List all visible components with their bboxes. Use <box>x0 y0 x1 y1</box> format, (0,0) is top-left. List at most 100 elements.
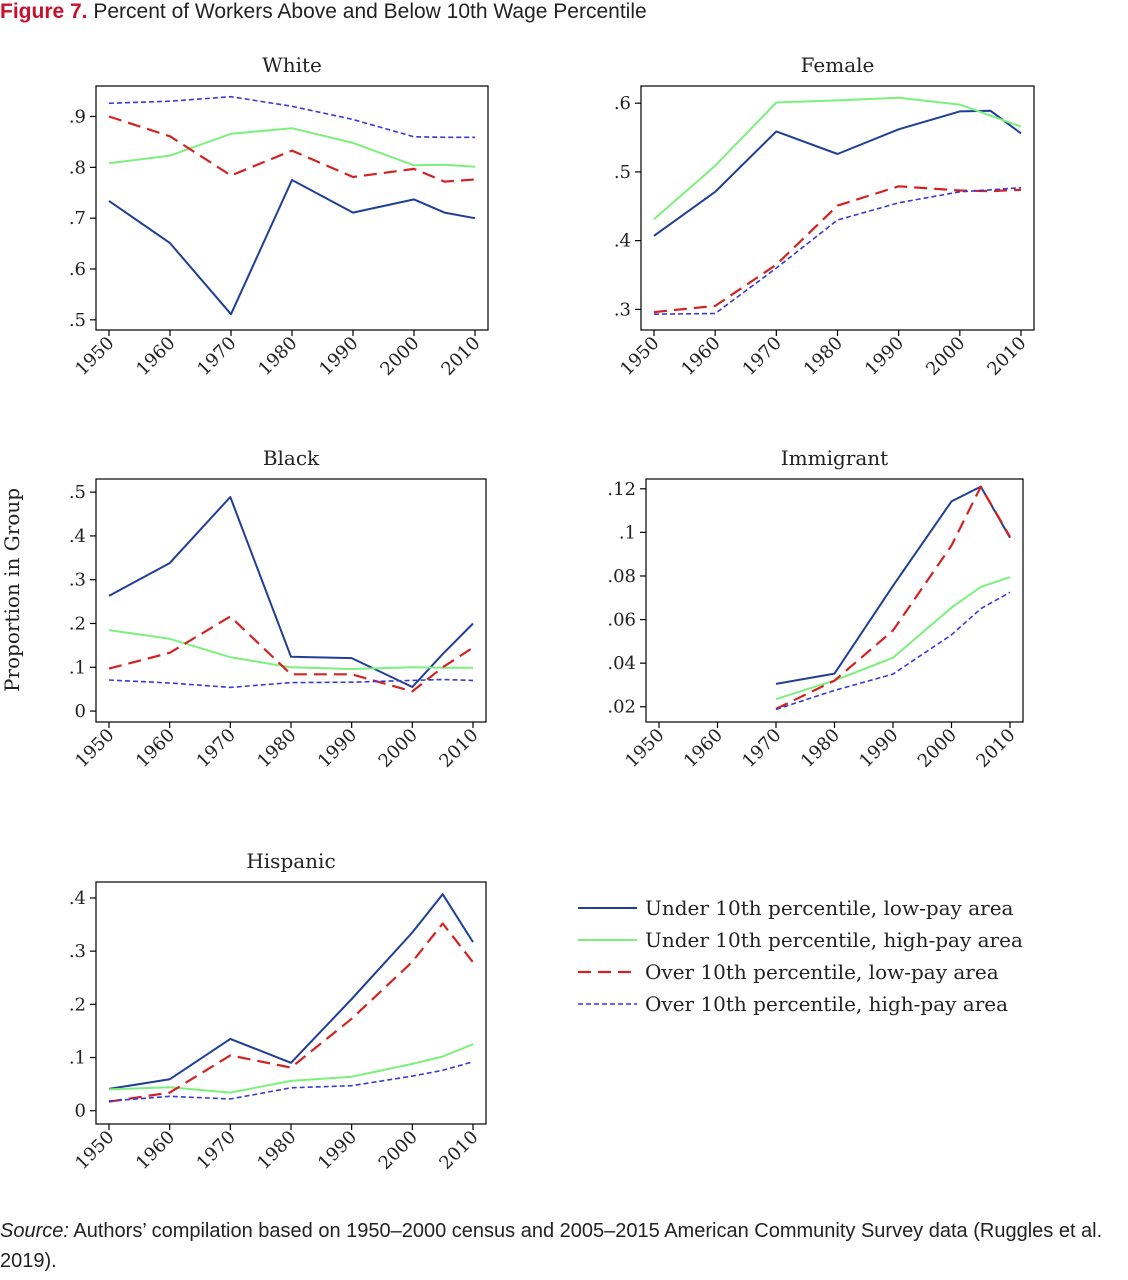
x-tick-label: 2010 <box>437 333 484 380</box>
legend-item: Under 10th percentile, high-pay area <box>578 928 1023 952</box>
y-tick-label: .1 <box>619 522 636 543</box>
chart-panel-immigrant: Immigrant .02 .04 .06 .08 .1 .12 1950 1960 1970 19… <box>607 446 1024 772</box>
x-tick-label: 1970 <box>739 333 786 380</box>
plot-frame <box>95 85 489 331</box>
y-tick-label: .08 <box>607 566 636 587</box>
x-tick-label: 1960 <box>132 333 179 380</box>
series-line-under-low <box>108 179 476 316</box>
x-tick-label: 2000 <box>914 725 961 772</box>
y-tick-label: .06 <box>607 610 636 631</box>
y-tick-label: .04 <box>607 653 636 674</box>
legend-label: Under 10th percentile, high-pay area <box>645 928 1023 952</box>
x-tick-label: 1970 <box>193 725 240 772</box>
legend-label: Over 10th percentile, low-pay area <box>645 960 999 984</box>
series-line-under-high <box>653 96 1022 221</box>
x-tick-label: 2010 <box>983 333 1030 380</box>
chart-legend: Under 10th percentile, low-pay area Under… <box>578 896 1023 1016</box>
x-tick-label: 2000 <box>375 1127 422 1174</box>
series-line-under-low <box>775 485 1011 685</box>
series-line-over-low <box>653 185 1022 314</box>
figure-title: Figure 7. Percent of Workers Above and B… <box>0 0 1128 28</box>
y-tick-label: .5 <box>614 162 631 183</box>
series-line-over-high <box>653 186 1022 315</box>
legend-item: Over 10th percentile, high-pay area <box>578 992 1008 1016</box>
plot-frame <box>95 478 487 723</box>
chart-panel-black: Black 0 .1 .2 .3 .4 .5 1950 1960 1970 1980 1990 2000… <box>69 446 487 772</box>
y-tick-label: .12 <box>607 479 636 500</box>
x-tick-label: 1990 <box>315 333 362 380</box>
x-tick-label: 1960 <box>677 333 724 380</box>
y-tick-label: .5 <box>69 482 86 503</box>
x-tick-label: 2010 <box>435 1127 482 1174</box>
x-tick-label: 1950 <box>71 1127 118 1174</box>
source-text: Authors’ compilation based on 1950–2000 … <box>0 1220 1103 1272</box>
x-tick-label: 2000 <box>922 333 969 380</box>
series-line-under-high <box>108 629 473 670</box>
series-line-over-low <box>775 485 1011 710</box>
series-line-over-high <box>775 591 1011 711</box>
x-tick-label: 1950 <box>616 333 663 380</box>
panel-title: Immigrant <box>781 446 888 470</box>
x-tick-label: 1970 <box>193 1127 240 1174</box>
y-tick-label: .1 <box>69 657 86 678</box>
x-tick-label: 1980 <box>254 333 301 380</box>
source-note: Source: Authors’ compilation based on 19… <box>0 1216 1128 1276</box>
y-tick-label: .9 <box>69 107 86 128</box>
y-tick-label: .3 <box>69 570 86 591</box>
panel-title: Hispanic <box>246 849 335 873</box>
y-tick-label: .4 <box>614 231 631 252</box>
x-tick-label: 1960 <box>132 725 179 772</box>
x-tick-label: 1980 <box>800 333 847 380</box>
x-tick-label: 2000 <box>375 725 422 772</box>
panel-title: White <box>262 53 322 77</box>
series-line-under-high <box>108 1043 474 1094</box>
x-tick-label: 1950 <box>71 333 118 380</box>
series-line-over-high <box>108 95 475 139</box>
x-tick-label: 1980 <box>253 1127 300 1174</box>
series-line-over-low <box>108 115 476 183</box>
figure-canvas: Proportion in Group White .5 .6 .7 .8 .9 1950 1… <box>0 53 1035 1174</box>
legend-label: Over 10th percentile, high-pay area <box>645 992 1008 1016</box>
y-tick-label: .2 <box>69 994 86 1015</box>
y-tick-label: .3 <box>614 299 631 320</box>
legend-item: Over 10th percentile, low-pay area <box>578 960 999 984</box>
x-tick-label: 1990 <box>861 333 908 380</box>
series-line-over-high <box>108 1061 474 1102</box>
chart-panel-hispanic: Hispanic 0 .1 .2 .3 .4 1950 1960 1970 1980 1990 200… <box>69 849 487 1174</box>
panel-title: Black <box>263 446 320 470</box>
x-tick-label: 1950 <box>71 725 118 772</box>
x-tick-label: 2010 <box>972 725 1019 772</box>
x-tick-label: 1950 <box>621 725 668 772</box>
y-tick-label: .2 <box>69 613 86 634</box>
legend-label: Under 10th percentile, low-pay area <box>645 896 1014 920</box>
y-tick-label: .4 <box>69 526 86 547</box>
y-tick-label: .8 <box>69 157 86 178</box>
legend-item: Under 10th percentile, low-pay area <box>578 896 1014 920</box>
series-line-under-low <box>108 893 474 1090</box>
panel-title: Female <box>801 53 875 77</box>
x-tick-label: 1990 <box>314 1127 361 1174</box>
x-tick-label: 2010 <box>435 725 482 772</box>
source-label: Source: <box>0 1220 69 1242</box>
y-tick-label: .6 <box>69 259 86 280</box>
y-tick-label: 0 <box>75 1101 86 1122</box>
y-tick-label: .6 <box>614 93 631 114</box>
figure-label: Figure 7. <box>0 0 88 23</box>
x-tick-label: 1970 <box>738 725 785 772</box>
y-tick-label: .7 <box>69 208 86 229</box>
y-tick-label: .3 <box>69 941 86 962</box>
y-tick-label: 0 <box>75 701 86 722</box>
series-line-under-low <box>653 109 1022 237</box>
series-line-under-low <box>108 496 474 688</box>
x-tick-label: 1960 <box>132 1127 179 1174</box>
chart-panel-female: Female .3 .4 .5 .6 1950 1960 1970 1980 1990 2000 20… <box>614 53 1035 380</box>
figure-title-text: Percent of Workers Above and Below 10th … <box>93 0 647 23</box>
plot-frame <box>645 478 1024 723</box>
series-line-over-low <box>108 615 474 693</box>
x-tick-label: 1990 <box>314 725 361 772</box>
x-tick-label: 1980 <box>253 725 300 772</box>
x-tick-label: 1990 <box>855 725 902 772</box>
series-line-over-low <box>108 922 474 1103</box>
series-line-under-high <box>775 576 1011 701</box>
series-line-under-high <box>108 127 476 168</box>
